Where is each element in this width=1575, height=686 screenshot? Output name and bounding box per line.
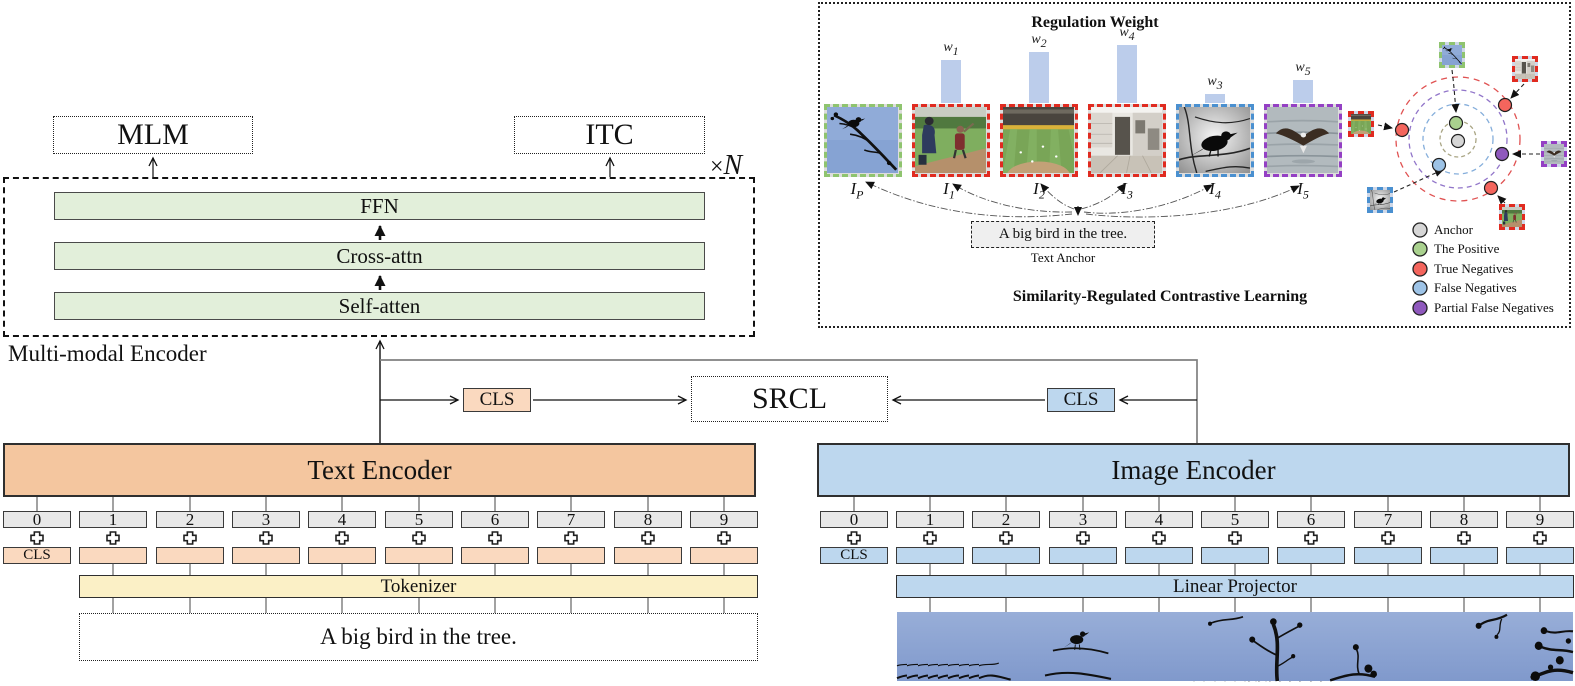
- legend-label: False Negatives: [1434, 280, 1517, 296]
- weight-label-w5: w5: [1295, 60, 1311, 78]
- true-negative-dot: [1483, 180, 1499, 196]
- legend-label: Anchor: [1434, 221, 1473, 237]
- times-sign: ×: [710, 154, 724, 180]
- legend-item-positive: The Positive: [1412, 241, 1554, 258]
- text-pos-5: 5: [385, 511, 453, 528]
- text-anchor-box: A big bird in the tree.: [971, 221, 1155, 248]
- image-pos-0: 0: [820, 511, 888, 528]
- weight-bar-w5: [1293, 80, 1313, 103]
- thumb-true-negative-stadium: [1348, 111, 1374, 137]
- weight-label-w4: w4: [1119, 25, 1135, 43]
- legend-item-anchor: Anchor: [1412, 222, 1554, 238]
- false-negative-dot: [1431, 157, 1447, 173]
- image-patch-9: [977, 610, 1575, 686]
- text-anchor-caption: Text Anchor: [1030, 250, 1096, 265]
- anchor-dot: [1450, 133, 1466, 149]
- text-cls-box: CLS: [463, 388, 531, 412]
- multimodal-encoder-box: [3, 177, 755, 337]
- image-pos-1: 1: [896, 511, 964, 528]
- weight-bar-w4: [1117, 45, 1137, 103]
- n-variable: N: [723, 150, 743, 181]
- image-label-i1: I1: [943, 179, 955, 202]
- image-pos-4: 4: [1125, 511, 1193, 528]
- text-pos-0: 0: [3, 511, 71, 528]
- image-pos-6: 6: [1277, 511, 1345, 528]
- true-negative-dot: [1497, 97, 1513, 113]
- positive-dot: [1448, 115, 1464, 131]
- image-token-cls: CLS: [820, 547, 888, 564]
- thumb-true-negative-kitchen: [1512, 56, 1538, 82]
- thumb-partial-false-negative-eagle: [1541, 141, 1567, 167]
- true-negative-dot: [1394, 122, 1410, 138]
- weight-label-w2: w2: [1031, 32, 1047, 50]
- text-pos-6: 6: [461, 511, 529, 528]
- image-pos-9: 9: [1506, 511, 1574, 528]
- srcl-panel-title: Similarity-Regulated Contrastive Learnin…: [1012, 288, 1308, 305]
- image-label-i5: I5: [1297, 179, 1309, 202]
- legend-label: Partial False Negatives: [1434, 299, 1554, 315]
- text-pos-1: 1: [79, 511, 147, 528]
- image-label-i3: I3: [1121, 179, 1133, 202]
- image-label-i2: I2: [1033, 179, 1045, 202]
- anchor-swatch-icon: [1412, 222, 1428, 238]
- negative-image-3: [1088, 104, 1166, 177]
- text-encoder-box: Text Encoder: [3, 443, 756, 497]
- negative-image-2: [1000, 104, 1078, 177]
- positive-image: [824, 104, 902, 177]
- ffn-layer: FFN: [54, 192, 705, 220]
- legend-label: The Positive: [1434, 241, 1500, 257]
- thumb-positive: [1439, 42, 1465, 68]
- image-encoder-box: Image Encoder: [817, 443, 1570, 497]
- linear-projector-box: Linear Projector: [896, 575, 1574, 598]
- legend: Anchor The Positive True Negatives False…: [1412, 222, 1554, 316]
- partial-false-negative-swatch-icon: [1412, 300, 1428, 316]
- image-pos-5: 5: [1201, 511, 1269, 528]
- legend-item-false-negatives: False Negatives: [1412, 280, 1554, 297]
- thumb-false-negative-crow: [1367, 187, 1393, 213]
- text-token-cls: CLS: [3, 547, 71, 564]
- image-cls-box: CLS: [1047, 388, 1115, 412]
- mlm-head-box: MLM: [53, 116, 253, 154]
- text-pos-3: 3: [232, 511, 300, 528]
- cross-attn-layer: Cross-attn: [54, 242, 705, 270]
- positive-swatch-icon: [1412, 241, 1428, 257]
- false-negative-swatch-icon: [1412, 280, 1428, 296]
- text-pos-4: 4: [308, 511, 376, 528]
- legend-item-true-negatives: True Negatives: [1412, 261, 1554, 277]
- image-label-ip: IP: [850, 179, 864, 202]
- self-attn-layer: Self-atten: [54, 292, 705, 320]
- itc-head-box: ITC: [514, 116, 705, 154]
- negative-image-1: [912, 104, 990, 177]
- weight-label-w3: w3: [1207, 74, 1223, 92]
- weight-bar-w1: [941, 60, 961, 103]
- true-negative-swatch-icon: [1412, 261, 1428, 277]
- tokenizer-box: Tokenizer: [79, 575, 758, 598]
- multimodal-encoder-label: Multi-modal Encoder: [8, 341, 207, 366]
- image-pos-2: 2: [972, 511, 1040, 528]
- text-pos-7: 7: [537, 511, 605, 528]
- srcl-panel-border: [818, 2, 1571, 328]
- legend-label: True Negatives: [1434, 260, 1514, 276]
- srcl-loss-box: SRCL: [691, 376, 888, 422]
- text-pos-8: 8: [614, 511, 682, 528]
- image-pos-7: 7: [1354, 511, 1422, 528]
- partial-false-negative-image: [1264, 104, 1342, 177]
- text-pos-9: 9: [690, 511, 758, 528]
- text-pos-2: 2: [156, 511, 224, 528]
- weight-bar-w2: [1029, 52, 1049, 103]
- false-negative-image: [1176, 104, 1254, 177]
- image-label-i4: I4: [1209, 179, 1221, 202]
- regulation-weight-title: Regulation Weight: [1031, 14, 1159, 31]
- image-pos-3: 3: [1049, 511, 1117, 528]
- partial-false-negative-dot: [1494, 146, 1510, 162]
- thumb-true-negative-players: [1499, 204, 1525, 230]
- weight-label-w1: w1: [943, 40, 959, 58]
- repeat-n-label: ×N: [710, 150, 742, 182]
- text-input-box: A big bird in the tree.: [79, 613, 758, 661]
- weight-bar-w3: [1205, 94, 1225, 103]
- legend-item-partial-false-negatives: Partial False Negatives: [1412, 300, 1554, 316]
- image-pos-8: 8: [1430, 511, 1498, 528]
